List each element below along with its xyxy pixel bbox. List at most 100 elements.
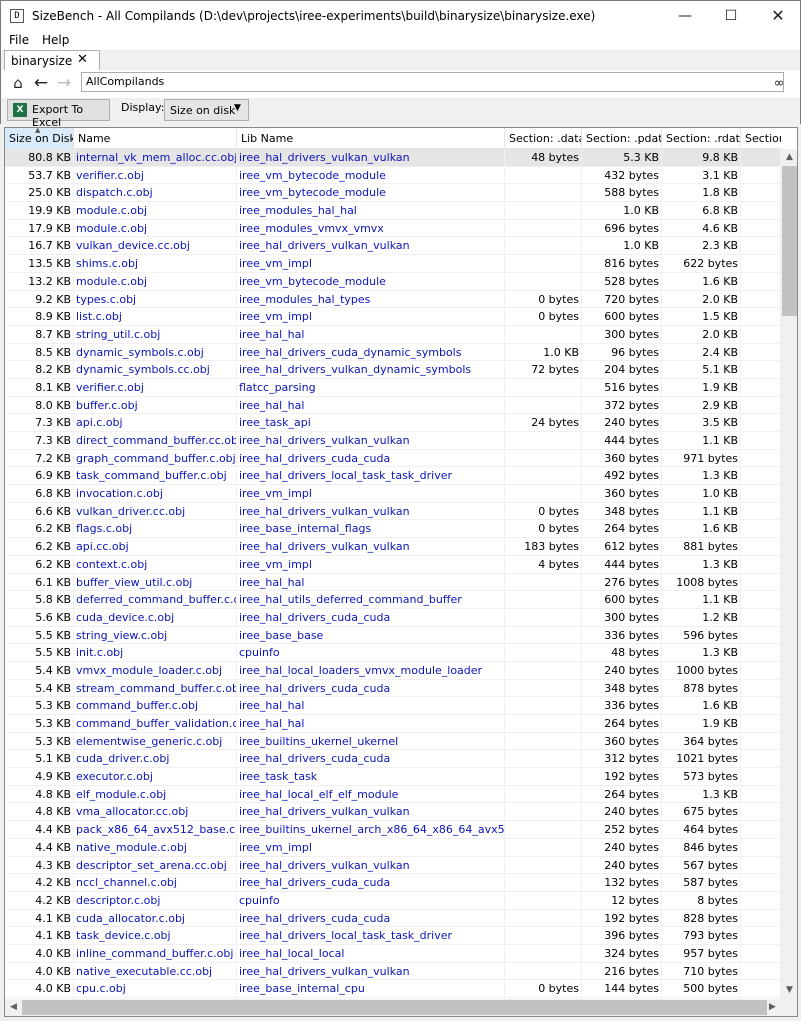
table-row[interactable]: 6.6 KB vulkan_driver.cc.obj iree_hal_drive…	[5, 502, 781, 521]
name-cell[interactable]: cuda_driver.c.obj	[74, 750, 237, 768]
name-cell[interactable]: command_buffer.c.obj	[74, 697, 237, 715]
lib-name-cell[interactable]: iree_hal_utils_deferred_command_buffer	[237, 591, 505, 609]
table-row[interactable]: 4.4 KB native_module.c.obj iree_vm_impl 240…	[5, 838, 781, 857]
name-cell[interactable]: command_buffer_validation.c.obj	[76, 715, 237, 732]
lib-name-cell[interactable]: iree_hal_hal	[237, 325, 505, 343]
lib-name-cell[interactable]: iree_task_api	[237, 414, 505, 432]
lib-name-cell[interactable]: iree_vm_bytecode_module	[237, 166, 505, 184]
scroll-down-icon[interactable]: ▼	[786, 985, 793, 995]
lib-name-cell[interactable]: iree_vm_impl	[237, 838, 505, 856]
column-name[interactable]: Name	[74, 128, 237, 149]
table-row[interactable]: 6.9 KB task_command_buffer.c.obj iree_hal_…	[5, 467, 781, 486]
table-row[interactable]: 25.0 KB dispatch.c.obj iree_vm_bytecode_mo…	[5, 184, 781, 203]
name-cell[interactable]: direct_command_buffer.cc.obj	[76, 432, 237, 449]
lib-name-cell[interactable]: iree_vm_impl	[237, 308, 505, 326]
table-row[interactable]: 5.4 KB vmvx_module_loader.c.obj iree_hal_l…	[5, 661, 781, 680]
lib-name-cell[interactable]: flatcc_parsing	[237, 378, 505, 396]
tab-binarysize[interactable]: binarysize ✕	[4, 50, 100, 70]
lib-name-cell[interactable]: iree_hal_drivers_cuda_cuda	[237, 679, 505, 697]
table-row[interactable]: 5.3 KB command_buffer.c.obj iree_hal_hal 33…	[5, 697, 781, 715]
table-row[interactable]: 5.1 KB cuda_driver.c.obj iree_hal_drivers_…	[5, 750, 781, 769]
column-section-more[interactable]: Section	[745, 132, 781, 145]
vertical-scroll-thumb[interactable]	[782, 166, 797, 316]
column-lib-name[interactable]: Lib Name	[237, 128, 505, 149]
name-cell[interactable]: flags.c.obj	[74, 520, 237, 538]
table-row[interactable]: 4.0 KB cpu.c.obj iree_base_internal_cpu 0 b…	[5, 980, 781, 998]
home-icon[interactable]: ⌂	[13, 74, 23, 92]
lib-name-cell[interactable]: iree_hal_local_loaders_vmvx_module_loade…	[237, 661, 505, 679]
table-row[interactable]: 4.1 KB cuda_allocator.c.obj iree_hal_drive…	[5, 909, 781, 928]
table-row[interactable]: 4.8 KB vma_allocator.cc.obj iree_hal_drive…	[5, 803, 781, 822]
table-row[interactable]: 8.0 KB buffer.c.obj iree_hal_hal 372 bytes 2…	[5, 396, 781, 415]
table-row[interactable]: 8.9 KB list.c.obj iree_vm_impl 0 bytes 600 b…	[5, 308, 781, 326]
export-to-excel-button[interactable]: X Export To Excel	[7, 99, 110, 129]
lib-name-cell[interactable]: iree_vm_impl	[237, 485, 505, 503]
name-cell[interactable]: pack_x86_64_avx512_base.c.obj	[76, 821, 237, 839]
lib-name-cell[interactable]: iree_vm_impl	[237, 555, 505, 573]
scroll-left-icon[interactable]: ◀	[10, 1002, 17, 1012]
name-cell[interactable]: native_executable.cc.obj	[74, 962, 237, 980]
name-cell[interactable]: native_module.c.obj	[74, 838, 237, 856]
name-cell[interactable]: vmvx_module_loader.c.obj	[74, 661, 237, 679]
name-cell[interactable]: module.c.obj	[74, 272, 237, 290]
display-select[interactable]: Size on disk ▼	[164, 99, 249, 121]
menu-help[interactable]: Help	[42, 33, 70, 47]
table-row[interactable]: 6.2 KB context.c.obj iree_vm_impl 4 bytes 44…	[5, 555, 781, 574]
name-cell[interactable]: nccl_channel.c.obj	[74, 874, 237, 892]
scroll-up-icon[interactable]: ▲	[786, 152, 793, 162]
name-cell[interactable]: stream_command_buffer.c.obj	[76, 679, 237, 697]
column-section-pdata[interactable]: Section: .pdata	[582, 128, 662, 149]
name-cell[interactable]: cpu.c.obj	[74, 980, 237, 998]
table-row[interactable]: 7.2 KB graph_command_buffer.c.obj iree_hal…	[5, 449, 781, 468]
table-row[interactable]: 4.9 KB executor.c.obj iree_task_task 192 by…	[5, 768, 781, 786]
name-cell[interactable]: graph_command_buffer.c.obj	[76, 449, 237, 467]
name-cell[interactable]: elf_module.c.obj	[74, 785, 237, 803]
table-row[interactable]: 80.8 KB internal_vk_mem_alloc.cc.obj iree_…	[5, 149, 781, 167]
table-row[interactable]: 53.7 KB verifier.c.obj iree_vm_bytecode_mo…	[5, 166, 781, 185]
lib-name-cell[interactable]: iree_hal_drivers_vulkan_dynamic_symbols	[237, 361, 505, 379]
menu-file[interactable]: File	[9, 33, 30, 47]
lib-name-cell[interactable]: iree_hal_local_elf_elf_module	[237, 785, 505, 803]
lib-name-cell[interactable]: iree_base_internal_cpu	[237, 980, 505, 998]
lib-name-cell[interactable]: iree_modules_vmvx_vmvx	[237, 219, 505, 237]
name-cell[interactable]: dynamic_symbols.c.obj	[74, 343, 237, 361]
table-row[interactable]: 5.8 KB deferred_command_buffer.c.obj iree_…	[5, 591, 781, 609]
lib-name-cell[interactable]: iree_modules_hal_types	[237, 290, 505, 308]
lib-name-cell[interactable]: iree_hal_drivers_cuda_cuda	[237, 909, 505, 927]
back-arrow-icon[interactable]: ←	[33, 73, 49, 93]
lib-name-cell[interactable]: iree_vm_bytecode_module	[237, 184, 505, 202]
name-cell[interactable]: task_command_buffer.c.obj	[74, 467, 237, 485]
lib-name-cell[interactable]: iree_base_internal_flags	[237, 520, 505, 538]
table-row[interactable]: 4.2 KB descriptor.c.obj cpuinfo 12 bytes 8 b…	[5, 891, 781, 910]
name-cell[interactable]: string_view.c.obj	[74, 626, 237, 644]
table-row[interactable]: 4.0 KB native_executable.cc.obj iree_hal_d…	[5, 962, 781, 981]
name-cell[interactable]: descriptor.c.obj	[74, 891, 237, 909]
lib-name-cell[interactable]: iree_hal_drivers_vulkan_vulkan	[237, 856, 505, 874]
name-cell[interactable]: dispatch.c.obj	[74, 184, 237, 202]
lib-name-cell[interactable]: iree_hal_drivers_vulkan_vulkan	[237, 803, 505, 821]
name-cell[interactable]: internal_vk_mem_alloc.cc.obj	[76, 149, 237, 166]
table-row[interactable]: 4.4 KBpack_x86_64_avx512_base.c.objiree_…	[5, 821, 781, 839]
table-row[interactable]: 7.3 KB api.c.obj iree_task_api 24 bytes 240 …	[5, 414, 781, 432]
table-row[interactable]: 8.7 KB string_util.c.obj iree_hal_hal 300 b…	[5, 325, 781, 344]
table-row[interactable]: 5.6 KB cuda_device.c.obj iree_hal_drivers_…	[5, 608, 781, 627]
lib-name-cell[interactable]: iree_hal_drivers_vulkan_vulkan	[237, 962, 505, 980]
table-row[interactable]: 19.9 KB module.c.obj iree_modules_hal_hal 1…	[5, 202, 781, 220]
table-row[interactable]: 8.5 KB dynamic_symbols.c.obj iree_hal_driv…	[5, 343, 781, 362]
lib-name-cell[interactable]: iree_hal_drivers_vulkan_vulkan	[237, 149, 505, 166]
name-cell[interactable]: verifier.c.obj	[74, 166, 237, 184]
lib-name-cell[interactable]: iree_hal_drivers_vulkan_vulkan	[237, 432, 505, 449]
table-row[interactable]: 8.1 KB verifier.c.obj flatcc_parsing 516 by…	[5, 378, 781, 397]
lib-name-cell[interactable]: iree_vm_bytecode_module	[237, 272, 505, 290]
column-size-on-disk[interactable]: ▲ Size on Disk	[5, 128, 74, 149]
table-row[interactable]: 5.5 KB init.c.obj cpuinfo 48 bytes 1.3 KB	[5, 644, 781, 662]
table-row[interactable]: 16.7 KB vulkan_device.cc.obj iree_hal_driv…	[5, 237, 781, 256]
column-section-rdata[interactable]: Section: .rdata	[662, 128, 741, 149]
horizontal-scroll-thumb[interactable]	[22, 1000, 767, 1015]
lib-name-cell[interactable]: iree_hal_hal	[237, 715, 505, 732]
lib-name-cell[interactable]: iree_hal_hal	[237, 396, 505, 414]
lib-name-cell[interactable]: iree_hal_drivers_cuda_cuda	[237, 449, 505, 467]
table-row[interactable]: 4.2 KB nccl_channel.c.obj iree_hal_drivers…	[5, 874, 781, 892]
address-bar[interactable]: AllCompilands	[81, 72, 784, 92]
tab-close-icon[interactable]: ✕	[77, 52, 88, 67]
